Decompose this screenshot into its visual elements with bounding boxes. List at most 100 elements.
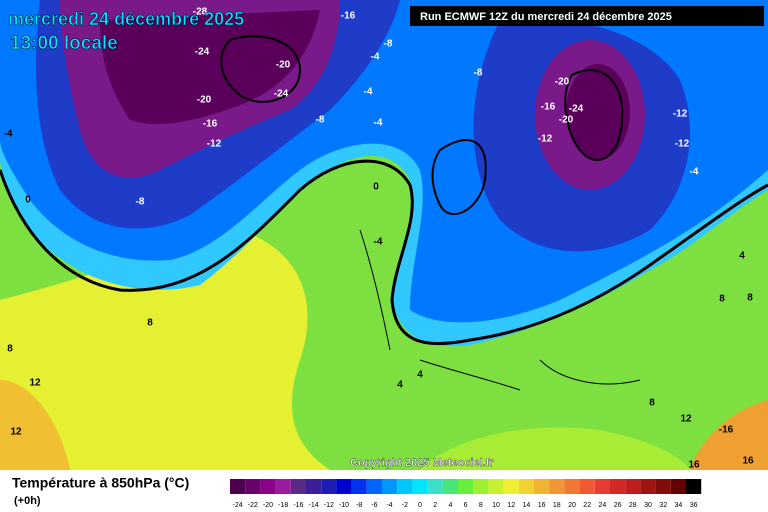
legend-swatch: [518, 479, 534, 494]
legend-label: 24: [599, 502, 607, 509]
contour-label: 12: [10, 427, 22, 438]
contour-label: -16: [341, 11, 356, 22]
legend-swatch: [549, 479, 565, 494]
contour-label: 8: [649, 398, 655, 409]
legend-label: 2: [433, 502, 437, 509]
run-info: Run ECMWF 12Z du mercredi 24 décembre 20…: [420, 11, 672, 23]
color-legend: -24 -22 -20 -18 -16 -14 -12 -10 -8 -6 -4 -2 0 2 4 6 8 10 1…: [230, 479, 702, 509]
legend-swatch: [503, 479, 519, 494]
contour-label: -20: [276, 60, 291, 71]
contour-label: 12: [29, 378, 41, 389]
contour-label: -12: [675, 139, 690, 150]
contour-label: 8: [147, 318, 153, 329]
legend-label: 12: [507, 502, 515, 509]
legend-swatch: [625, 479, 641, 494]
contour-label: -28: [193, 7, 208, 18]
legend-label: -12: [324, 502, 334, 509]
contour-label: 0: [373, 182, 379, 193]
legend-label: -16: [293, 502, 303, 509]
date-title: mercredi 24 décembre 2025: [8, 9, 244, 29]
legend-label: 22: [583, 502, 591, 509]
contour-label: 0: [25, 195, 31, 206]
legend-label: -14: [309, 502, 319, 509]
legend-swatch: [260, 479, 276, 494]
legend-label: 18: [553, 502, 561, 509]
legend-swatch: [564, 479, 580, 494]
contour-label: 8: [7, 344, 13, 355]
contour-label: -20: [197, 95, 212, 106]
legend-label: -20: [263, 502, 273, 509]
legend-swatch: [473, 479, 489, 494]
contour-label: -20: [555, 77, 570, 88]
mild-zone: [420, 427, 690, 470]
legend-label: 0: [418, 502, 422, 509]
legend-label: 26: [614, 502, 622, 509]
footer-step: (+0h): [14, 495, 41, 507]
legend-swatch: [442, 479, 458, 494]
legend-swatch: [534, 479, 550, 494]
legend-swatch: [382, 479, 398, 494]
time-title: 13:00 locale: [10, 33, 118, 54]
legend-label: 14: [523, 502, 531, 509]
legend-swatch: [640, 479, 656, 494]
contour-label: -4: [690, 167, 699, 178]
legend-label: 4: [448, 502, 452, 509]
legend-swatch: [655, 479, 671, 494]
contour-label: -8: [136, 197, 145, 208]
legend-swatch: [245, 479, 261, 494]
coastline: [359, 229, 641, 391]
legend-label: -10: [339, 502, 349, 509]
contour-label: 16: [742, 456, 754, 467]
contour-label: -24: [274, 89, 289, 100]
legend-swatch: [351, 479, 367, 494]
legend-swatch: [670, 479, 686, 494]
footer-title: Température à 850hPa (°C): [12, 475, 189, 491]
legend-label: -6: [371, 502, 377, 509]
legend-label: -22: [248, 502, 258, 509]
legend-swatch: [306, 479, 322, 494]
contour-label: -4: [364, 87, 373, 98]
legend-swatch: [412, 479, 428, 494]
contour-label: 4: [397, 380, 403, 391]
warm-zone: [690, 400, 768, 470]
contour-label: 8: [719, 294, 725, 305]
contour-label: -4: [374, 237, 383, 248]
legend-swatch: [458, 479, 474, 494]
legend-swatch: [427, 479, 443, 494]
legend-swatch: [230, 479, 246, 494]
legend-label: 30: [644, 502, 652, 509]
legend-label: 34: [675, 502, 683, 509]
legend-swatch: [594, 479, 610, 494]
contour-label: -4: [371, 52, 380, 63]
contour-label: 8: [747, 293, 753, 304]
contour-label: -16: [719, 425, 734, 436]
copyright: Copyright 2025 Meteociel.fr: [350, 457, 494, 469]
very-cold-zone: [566, 64, 630, 160]
contour-label: -16: [203, 119, 218, 130]
very-cold-zone: [100, 10, 320, 125]
contour-label: -24: [569, 104, 584, 115]
contour-label: 12: [680, 414, 692, 425]
warm-zone: [0, 230, 330, 470]
isotherm: [220, 35, 302, 103]
legend-swatch: [610, 479, 626, 494]
contour-label: -12: [538, 134, 553, 145]
legend-swatch: [321, 479, 337, 494]
isotherm: [564, 69, 624, 161]
contour-label: 4: [739, 251, 745, 262]
legend-label: -24: [233, 502, 243, 509]
contour-label: -8: [316, 115, 325, 126]
legend-swatch: [579, 479, 595, 494]
legend-swatch: [275, 479, 291, 494]
legend-swatch: [336, 479, 352, 494]
legend-label: 32: [659, 502, 667, 509]
legend-swatch: [397, 479, 413, 494]
legend-label: -8: [356, 502, 362, 509]
legend-label: 8: [479, 502, 483, 509]
contour-label: 4: [417, 370, 423, 381]
legend-swatch: [488, 479, 504, 494]
contour-label: 16: [688, 460, 700, 471]
contour-label: -12: [673, 109, 688, 120]
legend-label: 28: [629, 502, 637, 509]
